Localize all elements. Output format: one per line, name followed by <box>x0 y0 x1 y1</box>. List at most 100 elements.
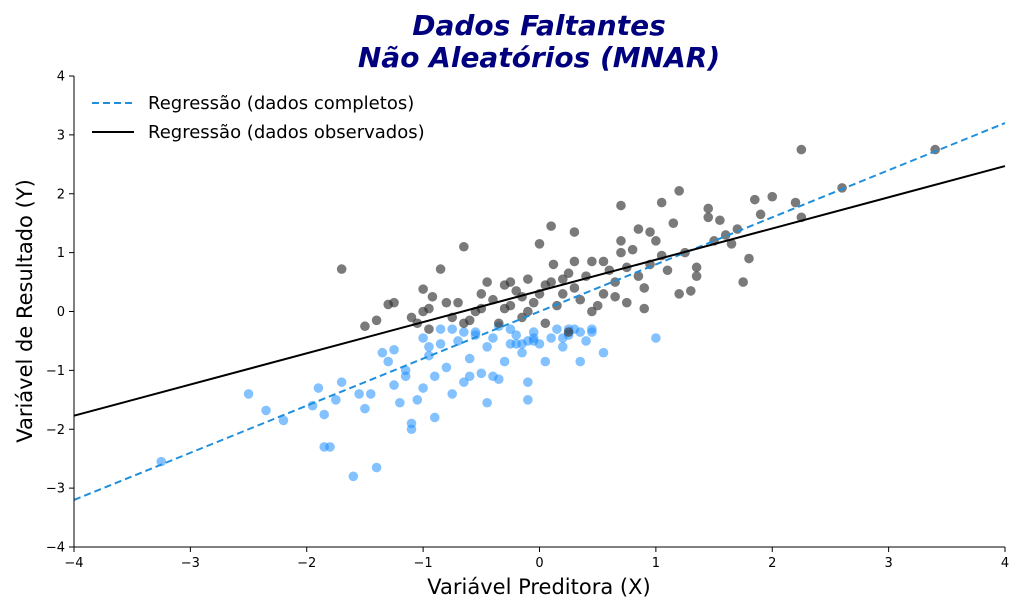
data-point-missing <box>261 405 271 416</box>
data-point-observed <box>459 241 469 252</box>
data-point-missing <box>581 336 591 346</box>
data-point-observed <box>691 271 702 281</box>
y-tick-label: 3 <box>57 128 65 143</box>
data-point-observed <box>790 197 801 208</box>
y-tick-label: 2 <box>57 187 65 202</box>
data-point-observed <box>557 289 568 299</box>
data-point-observed <box>703 212 714 223</box>
x-tick-label: 0 <box>535 556 543 571</box>
data-point-missing <box>319 409 330 420</box>
x-tick-label: 4 <box>1001 556 1009 571</box>
data-point-observed <box>656 197 667 208</box>
data-point-observed <box>505 277 516 287</box>
data-point-observed <box>517 312 527 323</box>
missing-points <box>156 321 661 482</box>
data-point-missing <box>319 442 330 452</box>
data-point-missing <box>412 395 423 405</box>
data-point-observed <box>703 203 714 214</box>
data-point-missing <box>598 347 609 358</box>
y-tick-label: −2 <box>46 423 65 438</box>
data-point-missing <box>313 383 324 393</box>
data-point-missing <box>488 371 498 382</box>
data-point-missing <box>587 324 597 334</box>
data-point-missing <box>418 333 428 343</box>
data-point-missing <box>331 395 341 405</box>
data-point-observed <box>744 253 754 264</box>
data-point-observed <box>616 247 626 258</box>
data-point-observed <box>569 227 580 237</box>
data-point-observed <box>633 224 644 234</box>
chart-title-line1: Dados Faltantes <box>412 9 666 42</box>
data-point-observed <box>662 265 673 276</box>
data-point-missing <box>488 333 498 343</box>
y-tick-label: −1 <box>46 364 65 379</box>
data-point-observed <box>837 183 847 193</box>
x-tick-label: 1 <box>652 556 660 571</box>
data-point-missing <box>406 424 417 435</box>
data-point-missing <box>354 389 364 399</box>
data-point-missing <box>389 380 399 390</box>
data-point-observed <box>616 236 626 246</box>
data-point-missing <box>476 368 487 379</box>
y-tick-label: 4 <box>57 70 65 85</box>
data-point-observed <box>598 289 609 299</box>
data-point-missing <box>511 330 522 340</box>
data-point-observed <box>546 221 556 231</box>
data-point-observed <box>418 284 428 294</box>
data-point-missing <box>546 333 556 343</box>
x-tick-label: −1 <box>414 556 433 571</box>
data-point-observed <box>360 321 370 332</box>
x-tick-label: −3 <box>181 556 200 571</box>
regression-lines <box>73 122 1006 501</box>
data-point-missing <box>336 377 347 387</box>
data-point-observed <box>464 315 475 326</box>
regression-line-observed <box>73 165 1006 417</box>
data-point-observed <box>435 264 446 274</box>
legend: Regressão (dados completos) Regressão (d… <box>92 93 425 143</box>
data-point-missing <box>557 333 568 343</box>
data-point-observed <box>548 259 559 270</box>
data-point-observed <box>557 274 568 284</box>
data-point-observed <box>645 227 655 237</box>
data-point-observed <box>674 186 684 196</box>
observed-points <box>336 144 940 337</box>
data-point-observed <box>563 327 574 337</box>
data-point-observed <box>639 283 650 293</box>
data-point-observed <box>639 303 650 314</box>
data-point-missing <box>243 389 254 399</box>
data-point-observed <box>383 299 394 310</box>
data-point-observed <box>587 306 597 317</box>
data-point-missing <box>651 333 661 343</box>
data-point-missing <box>482 342 492 352</box>
data-point-observed <box>511 286 522 296</box>
data-point-observed <box>569 256 580 267</box>
data-point-observed <box>424 303 434 314</box>
data-point-missing <box>389 344 399 355</box>
data-point-observed <box>738 277 748 287</box>
data-point-missing <box>557 342 568 352</box>
data-point-observed <box>621 297 632 308</box>
data-point-observed <box>610 291 620 302</box>
data-point-missing <box>552 324 562 334</box>
data-point-observed <box>493 318 504 329</box>
data-point-missing <box>447 389 458 399</box>
data-point-missing <box>429 371 440 382</box>
data-point-missing <box>435 339 446 349</box>
data-point-missing <box>464 353 475 364</box>
data-point-missing <box>278 415 289 426</box>
x-tick-label: −4 <box>64 556 83 571</box>
data-point-observed <box>598 256 609 267</box>
data-point-observed <box>427 291 438 302</box>
data-point-observed <box>749 194 760 205</box>
data-point-observed <box>767 191 778 202</box>
x-tick-label: 2 <box>768 556 776 571</box>
data-point-observed <box>674 289 684 299</box>
x-tick-label: 3 <box>884 556 892 571</box>
data-point-missing <box>575 356 586 367</box>
data-point-observed <box>528 297 539 308</box>
data-point-missing <box>482 397 492 408</box>
data-point-observed <box>616 200 626 211</box>
regression-line-complete <box>73 122 1006 501</box>
chart-title-line2: Não Aleatórios (MNAR) <box>358 41 720 74</box>
